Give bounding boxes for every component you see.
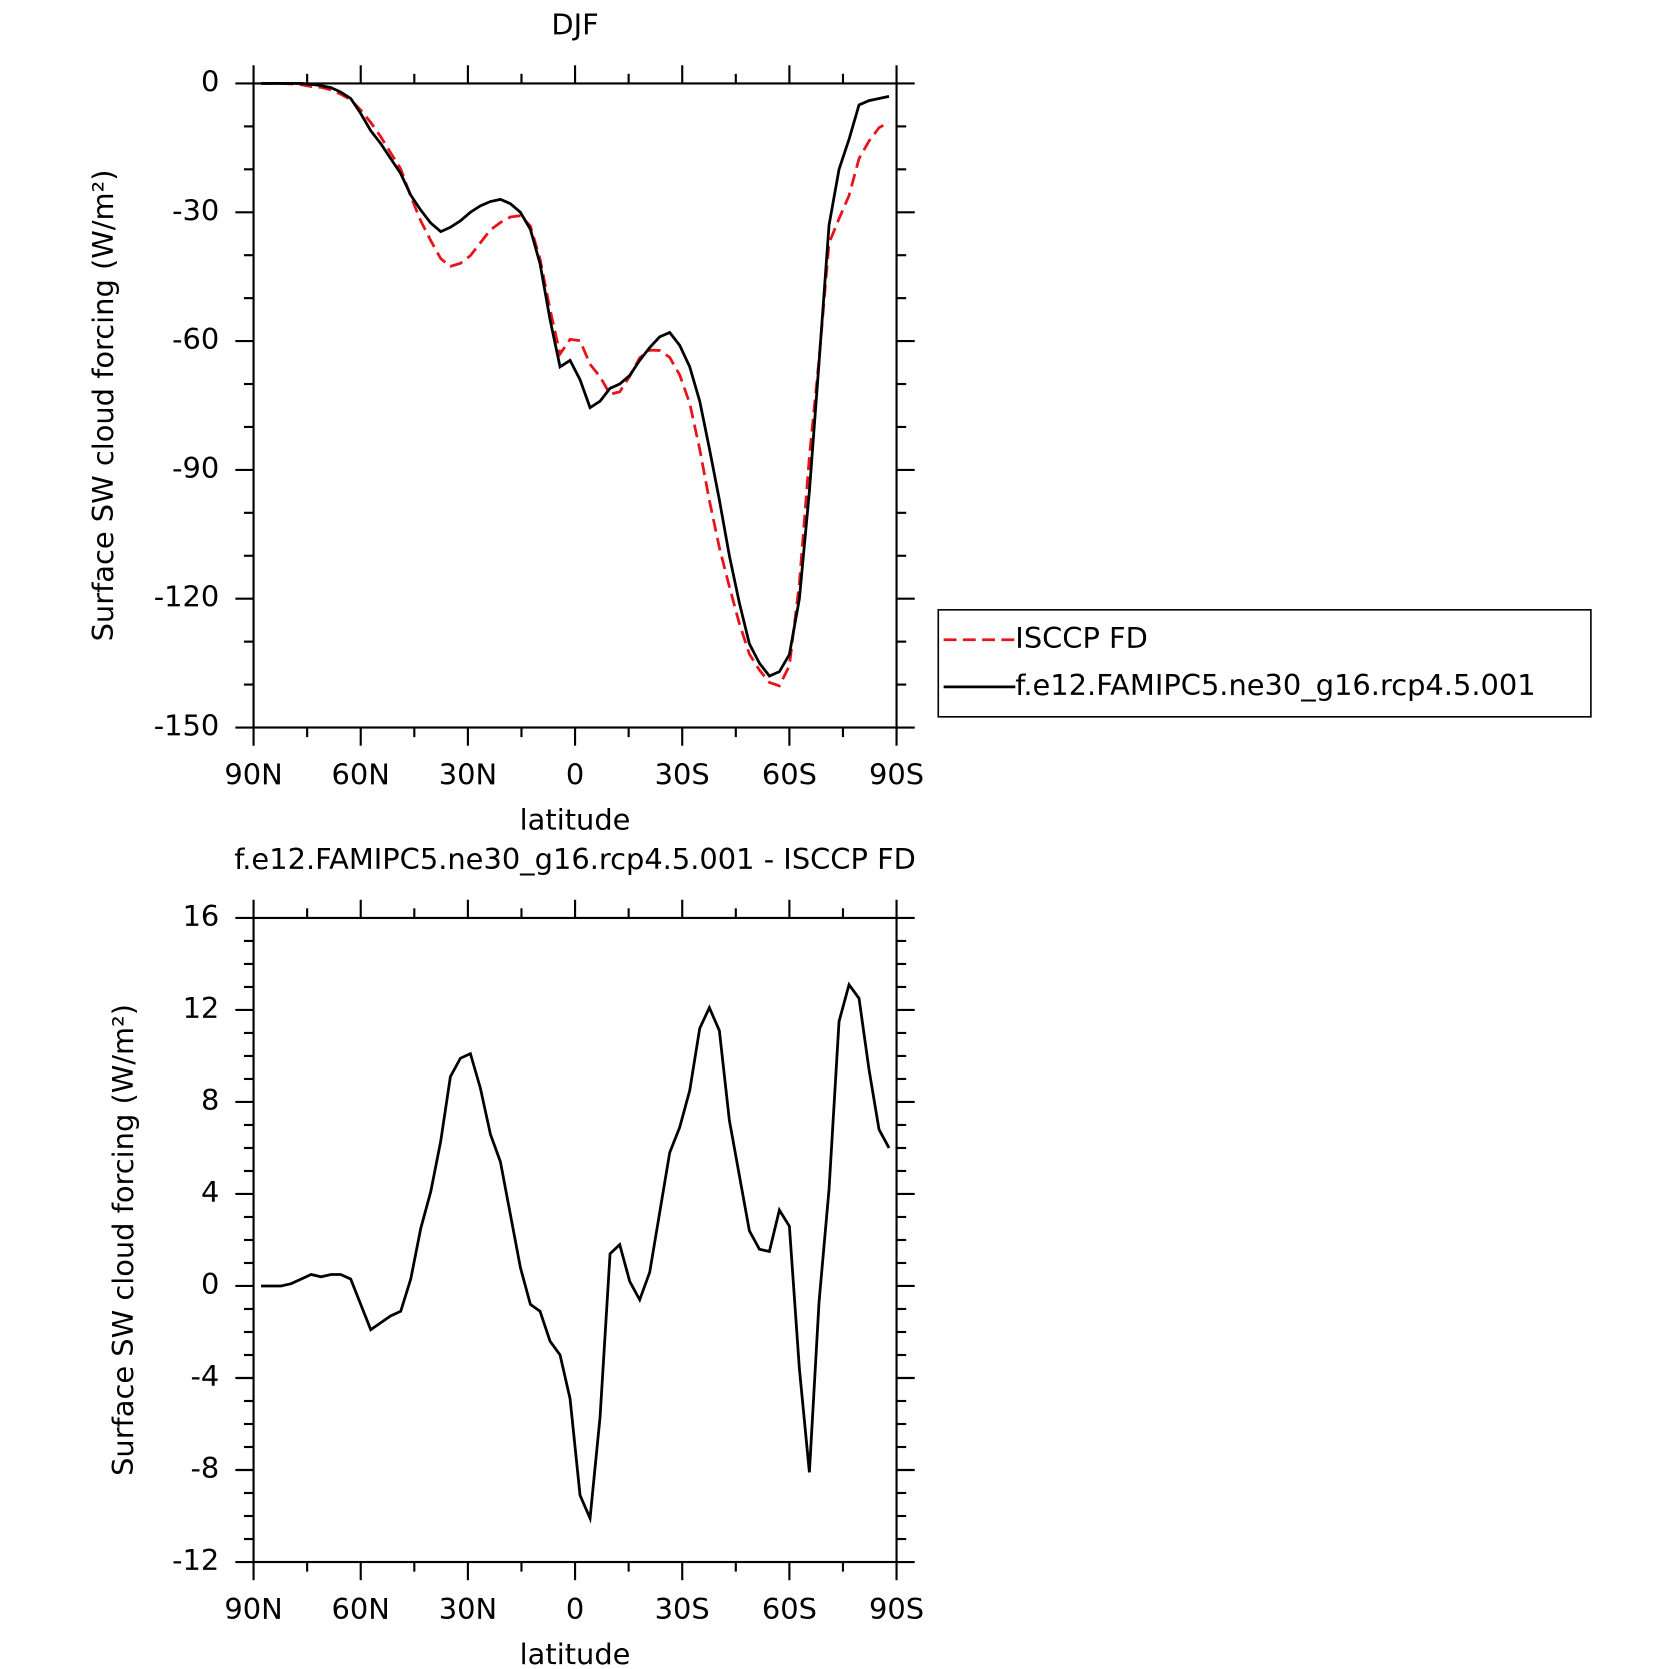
x-tick-label: 60S (762, 758, 817, 792)
x-tick-label: 0 (566, 758, 584, 792)
x-tick-label: 90N (224, 758, 282, 792)
x-tick-label: 30S (655, 1592, 710, 1626)
y-tick-label: -120 (154, 580, 220, 614)
legend-box (937, 609, 1592, 718)
y-tick-label: -150 (154, 709, 220, 743)
y-tick-label: -12 (172, 1543, 219, 1577)
y-tick-label: -60 (172, 322, 219, 356)
y-tick-label: -30 (172, 193, 219, 227)
data-line (261, 82, 890, 688)
x-tick-label: 90S (869, 758, 924, 792)
x-axis-label: latitude (520, 803, 631, 837)
x-tick-label: 60N (332, 1592, 390, 1626)
y-tick-label: -8 (191, 1451, 220, 1485)
x-tick-label: 60S (762, 1592, 817, 1626)
legend-label: ISCCP FD (1015, 621, 1148, 655)
x-tick-label: 90S (869, 1592, 924, 1626)
x-tick-label: 0 (566, 1592, 584, 1626)
plot-frame (252, 82, 898, 729)
y-tick-label: 4 (201, 1175, 219, 1209)
legend-label: f.e12.FAMIPC5.ne30_g16.rcp4.5.001 (1015, 668, 1535, 702)
data-line (261, 981, 891, 1524)
y-tick-label: 0 (201, 1267, 219, 1301)
y-tick-label: 8 (201, 1083, 219, 1117)
y-tick-label: 16 (183, 899, 220, 933)
y-tick-label: 12 (183, 991, 220, 1025)
data-line (261, 82, 890, 678)
plot-frame (252, 916, 898, 1564)
chart-title: DJF (551, 8, 598, 42)
x-tick-label: 30S (655, 758, 710, 792)
x-tick-label: 90N (224, 1592, 282, 1626)
y-axis-label: Surface SW cloud forcing (W/m²) (86, 170, 120, 642)
y-tick-label: 0 (201, 64, 219, 98)
y-axis-label: Surface SW cloud forcing (W/m²) (106, 1004, 140, 1476)
y-tick-label: -4 (191, 1359, 220, 1393)
x-tick-label: 30N (439, 1592, 497, 1626)
chart-title: f.e12.FAMIPC5.ne30_g16.rcp4.5.001 - ISCC… (234, 842, 916, 876)
x-tick-label: 30N (439, 758, 497, 792)
x-tick-label: 60N (332, 758, 390, 792)
y-tick-label: -90 (172, 451, 219, 485)
x-axis-label: latitude (520, 1637, 631, 1669)
